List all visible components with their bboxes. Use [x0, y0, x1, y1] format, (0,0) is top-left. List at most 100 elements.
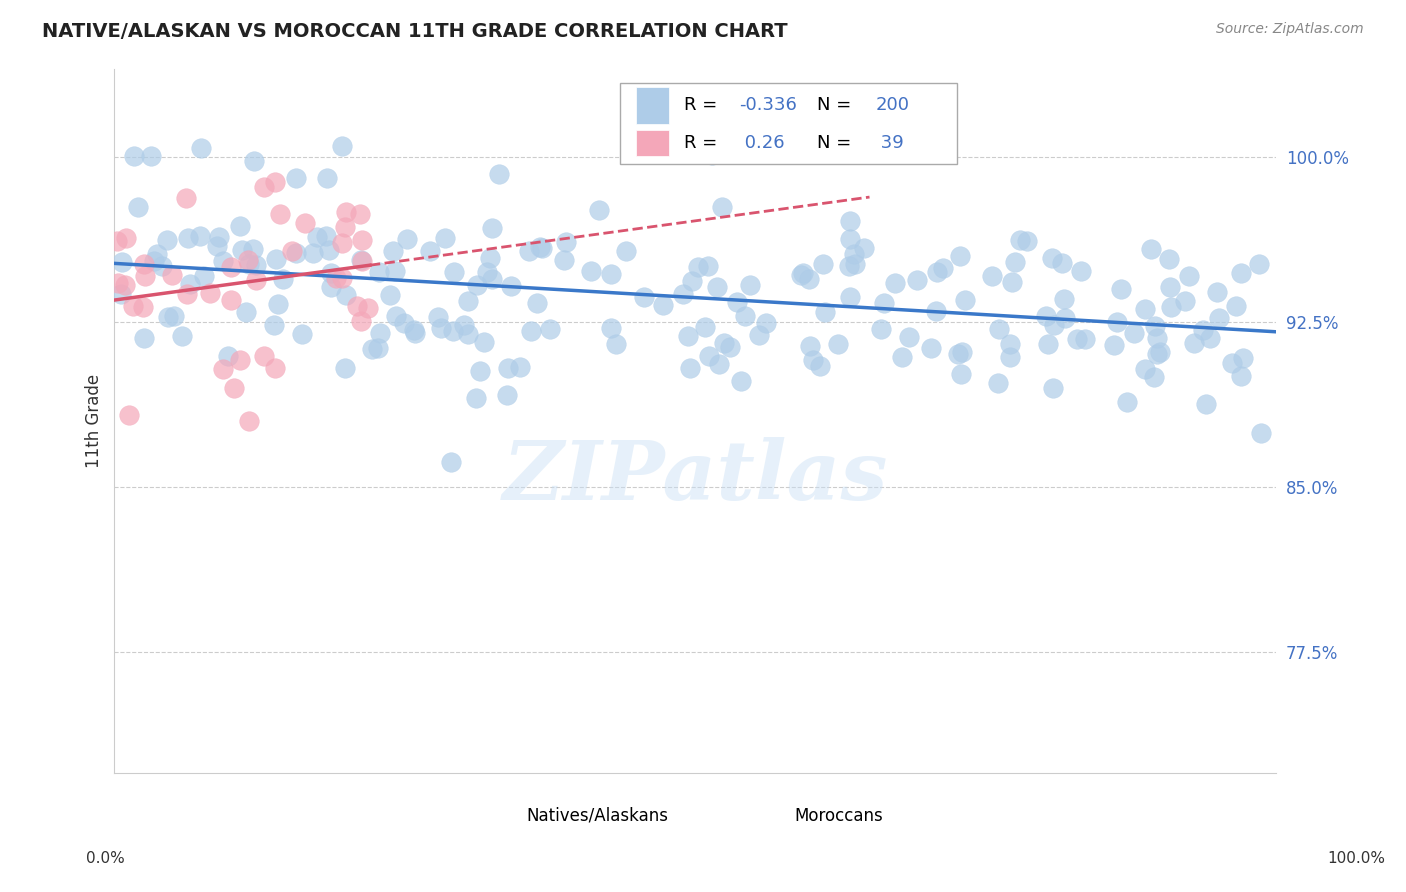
Point [335, 205, 357, 219]
Point [132, 331, 155, 345]
Point [710, 200, 733, 214]
Point [932, 261, 955, 276]
Point [1229, 266, 1251, 280]
Point [219, 260, 242, 274]
Point [114, 277, 136, 292]
Point [315, 228, 337, 243]
Point [672, 286, 695, 301]
Point [368, 265, 391, 279]
Point [156, 233, 179, 247]
Text: R =: R = [683, 135, 723, 153]
Point [588, 202, 610, 217]
Point [1015, 234, 1038, 248]
Text: Source: ZipAtlas.com: Source: ZipAtlas.com [1216, 22, 1364, 37]
Point [1074, 333, 1097, 347]
Point [453, 318, 475, 333]
Point [870, 321, 893, 335]
Point [852, 241, 875, 255]
Point [981, 268, 1004, 283]
Point [838, 290, 860, 304]
Point [1174, 293, 1197, 308]
Point [679, 360, 702, 375]
Point [529, 240, 551, 254]
Point [579, 264, 602, 278]
Point [122, 149, 145, 163]
Point [839, 214, 862, 228]
Point [1205, 285, 1227, 299]
Point [713, 336, 735, 351]
Point [224, 381, 246, 395]
Point [349, 207, 371, 221]
Text: N =: N = [817, 135, 858, 153]
Point [325, 270, 347, 285]
Point [143, 254, 166, 268]
Point [987, 376, 1010, 390]
Point [946, 347, 969, 361]
Point [281, 244, 304, 258]
Point [801, 353, 824, 368]
Point [1146, 331, 1168, 345]
Point [346, 299, 368, 313]
Point [652, 298, 675, 312]
Point [318, 243, 340, 257]
Point [790, 268, 813, 282]
FancyBboxPatch shape [754, 803, 786, 829]
Point [827, 337, 849, 351]
Point [110, 287, 132, 301]
Point [402, 322, 425, 336]
Point [1000, 275, 1022, 289]
Point [321, 266, 343, 280]
Point [695, 320, 717, 334]
Point [231, 244, 253, 258]
Point [468, 363, 491, 377]
Point [1070, 263, 1092, 277]
Point [718, 340, 741, 354]
Point [1144, 319, 1167, 334]
Point [284, 170, 307, 185]
Point [319, 280, 342, 294]
Point [520, 324, 543, 338]
Point [924, 304, 946, 318]
Point [427, 310, 450, 324]
Point [111, 255, 134, 269]
Point [478, 251, 501, 265]
Point [211, 362, 233, 376]
Point [738, 277, 761, 292]
Point [1143, 370, 1166, 384]
Point [443, 265, 465, 279]
Point [263, 318, 285, 333]
Point [1157, 252, 1180, 267]
Point [472, 334, 495, 349]
Point [755, 316, 778, 330]
Point [707, 357, 730, 371]
Point [465, 278, 488, 293]
Point [1184, 335, 1206, 350]
Point [839, 232, 862, 246]
Point [404, 326, 426, 340]
FancyBboxPatch shape [620, 83, 956, 163]
Text: 0.0%: 0.0% [86, 851, 125, 865]
Point [814, 305, 837, 319]
Point [1105, 315, 1128, 329]
Point [160, 268, 183, 282]
Point [316, 170, 339, 185]
Point [291, 326, 314, 341]
Point [107, 276, 129, 290]
Point [676, 328, 699, 343]
Point [271, 271, 294, 285]
Point [236, 252, 259, 267]
Point [696, 259, 718, 273]
Point [688, 260, 710, 274]
Point [1109, 282, 1132, 296]
Point [920, 341, 942, 355]
Point [395, 232, 418, 246]
Point [509, 359, 531, 374]
Point [146, 247, 169, 261]
Text: Natives/Alaskans: Natives/Alaskans [527, 806, 669, 824]
Text: 0.26: 0.26 [740, 135, 785, 153]
Point [429, 321, 451, 335]
Point [600, 267, 623, 281]
Point [488, 167, 510, 181]
Point [170, 329, 193, 343]
Point [1160, 300, 1182, 314]
